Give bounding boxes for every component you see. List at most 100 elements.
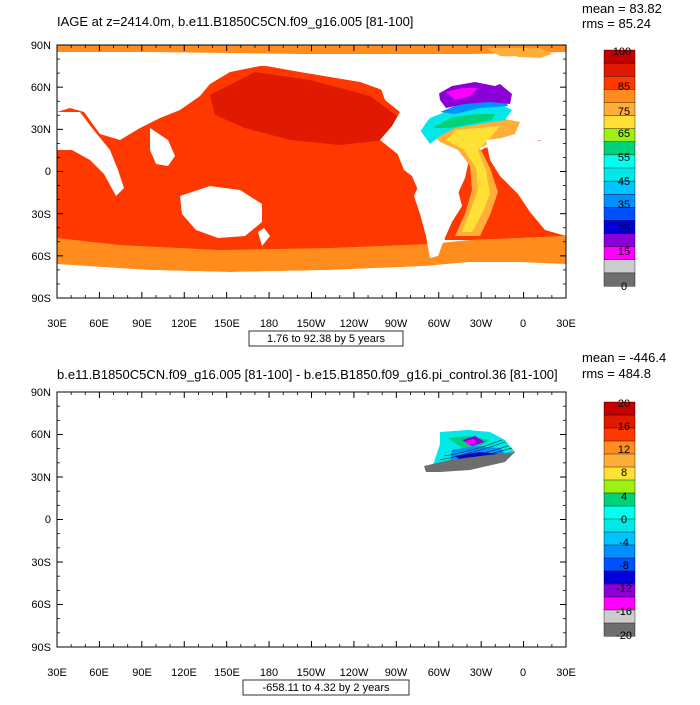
p1-cb-label-15: 15 (618, 246, 630, 258)
p2-ytick-60s: 60S (31, 599, 51, 611)
panel-2-frame (56, 391, 567, 648)
p1-xtick-0: 0 (520, 318, 526, 330)
panel-2: b.e11.B1850C5CN.f09_g16.005 [81-100] - b… (31, 350, 666, 696)
p1-xtick-30w: 30W (470, 318, 493, 330)
p2-cb-label-12: 12 (618, 444, 630, 456)
panel-2-contour-info: -658.11 to 4.32 by 2 years (263, 682, 390, 694)
p1-cb-label-45: 45 (618, 176, 630, 188)
p1-ytick-30n: 30N (31, 124, 51, 136)
p1-ytick-30s: 30S (31, 209, 51, 221)
land-india-arabia (57, 112, 124, 196)
ocean-atlantic-tongue-orange (430, 118, 520, 236)
panel-1: IAGE at z=2414.0m, b.e11.B1850C5CN.f09_g… (31, 1, 662, 347)
land-south-america (414, 178, 462, 258)
p1-xtick-30e: 30E (47, 318, 67, 330)
p1-cb-label-55: 55 (618, 152, 630, 164)
p2-colorbar-swatch-6 (603, 479, 636, 494)
p1-cb-label-65: 65 (618, 128, 630, 140)
p1-cb-label-100: 100 (613, 46, 631, 58)
panel-1-map (57, 45, 566, 298)
p2-xtick-120e: 120E (171, 667, 197, 679)
p2-xtick-90e: 90E (132, 667, 152, 679)
p1-xtick-150w: 150W (297, 318, 326, 330)
p1-colorbar-swatch-17 (603, 272, 636, 287)
p2-xtick-180: 180 (260, 667, 278, 679)
p2-xtick-30e: 30E (47, 667, 67, 679)
land-north-america (380, 56, 510, 182)
land-new-zealand (258, 228, 270, 246)
p2-ytick-30n: 30N (31, 472, 51, 484)
p1-cb-label-85: 85 (618, 81, 630, 93)
p2-xtick-150w: 150W (297, 667, 326, 679)
diff-grey-band (424, 452, 515, 472)
ocean-atlantic-north-green (432, 114, 495, 128)
p2-colorbar-swatch-7 (603, 492, 636, 507)
p2-xtick-60e: 60E (89, 667, 109, 679)
p2-colorbar-swatch-5 (603, 466, 636, 481)
ocean-atlantic-tongue-yellow (446, 126, 500, 232)
p2-xtick-60w: 60W (428, 667, 451, 679)
p2-colorbar-swatch-9 (603, 518, 636, 533)
p2-ytick-30s: 30S (31, 557, 51, 569)
p2-xtick-150e: 150E (214, 667, 240, 679)
ocean-labrador-magenta (446, 88, 478, 100)
p1-ytick-0: 0 (45, 166, 51, 178)
panel-1-colorbar-labels: 100 85 75 65 55 45 35 25 15 0 (613, 46, 631, 293)
panel-2-colorbar (603, 401, 636, 637)
panel-1-contour-info: 1.76 to 92.38 by 5 years (267, 333, 386, 345)
land-se-asia (150, 128, 175, 166)
p2-cb-label-minus4: -4 (619, 537, 629, 549)
panel-1-mean: mean = 83.82 (582, 1, 662, 16)
panel-1-contour-info-box (248, 330, 404, 347)
p1-cb-label-75: 75 (618, 106, 630, 118)
p2-cb-label-minus8: -8 (619, 560, 629, 572)
land-antarctica (57, 262, 566, 298)
panel-2-x-axis: 30E 60E 90E 120E 150E 180 150W 120W 90W … (47, 667, 576, 679)
panel-2-mean: mean = -446.4 (582, 350, 666, 365)
p2-colorbar-swatch-17 (603, 622, 636, 637)
p1-xtick-150e: 150E (214, 318, 240, 330)
p1-colorbar-swatch-16 (603, 259, 636, 274)
panel-1-ticks (56, 44, 567, 299)
panel-2-map (424, 430, 516, 472)
p1-xtick-30e-end: 30E (556, 318, 576, 330)
panel-2-ticks (56, 391, 567, 648)
p1-xtick-90w: 90W (385, 318, 408, 330)
panel-2-y-axis: 90N 60N 30N 0 30S 60S 90S (31, 387, 51, 654)
p1-xtick-60e: 60E (89, 318, 109, 330)
land-australia (180, 186, 262, 238)
p1-cb-label-35: 35 (618, 199, 630, 211)
p2-xtick-120w: 120W (340, 667, 369, 679)
p2-cb-label-4: 4 (621, 491, 627, 503)
land-eurasia (57, 52, 420, 140)
p1-xtick-180: 180 (260, 318, 278, 330)
ocean-labrador-purple (438, 80, 512, 108)
p2-cb-label-16: 16 (618, 421, 630, 433)
p2-xtick-0: 0 (520, 667, 526, 679)
p1-xtick-60w: 60W (428, 318, 451, 330)
ocean-labrador-blue (440, 100, 508, 114)
panel-1-title: IAGE at z=2414.0m, b.e11.B1850C5CN.f09_g… (57, 14, 413, 29)
panel-2-rms: rms = 484.8 (582, 366, 651, 381)
p1-xtick-90e: 90E (132, 318, 152, 330)
panel-1-colorbar (603, 49, 636, 287)
panel-2-colorbar-labels: 20 16 12 8 4 0 -4 -8 -12 -16 -20 (616, 398, 632, 642)
p2-cb-label-0: 0 (621, 514, 627, 526)
p1-ytick-60s: 60S (31, 251, 51, 263)
p1-colorbar-swatch-14 (603, 233, 636, 248)
panel-1-x-axis: 30E 60E 90E 120E 150E 180 150W 120W 90W … (47, 318, 576, 330)
p2-cb-label-minus20: -20 (616, 630, 632, 642)
p2-cb-label-minus16: -16 (616, 606, 632, 618)
p2-cb-label-8: 8 (621, 467, 627, 479)
p1-cb-label-0: 0 (621, 281, 627, 293)
ocean-arctic-tip (486, 48, 552, 58)
ocean-north-pacific-old (210, 72, 400, 145)
p1-xtick-120w: 120W (340, 318, 369, 330)
p2-xtick-30e-end: 30E (556, 667, 576, 679)
p1-cb-label-25: 25 (618, 223, 630, 235)
p2-ytick-0: 0 (45, 514, 51, 526)
p1-ytick-60n: 60N (31, 82, 51, 94)
p2-ytick-90n: 90N (31, 387, 51, 399)
diff-magenta (466, 439, 476, 445)
